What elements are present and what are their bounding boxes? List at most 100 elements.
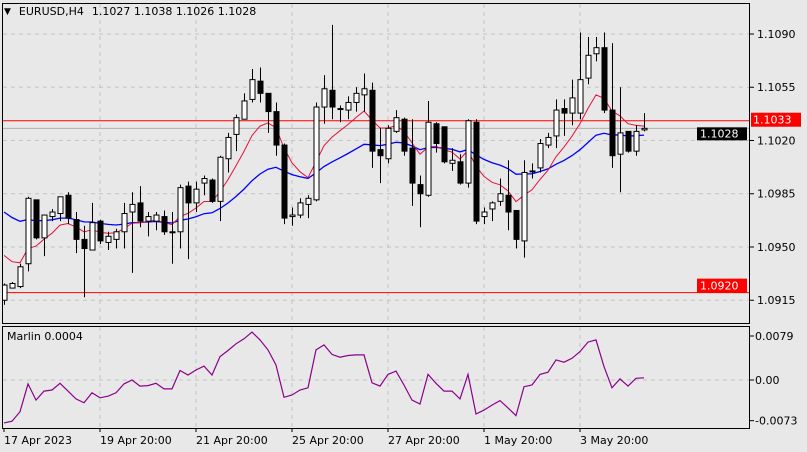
bear-candle <box>97 219 104 244</box>
candle-body <box>121 213 128 233</box>
bull-candle <box>449 148 456 171</box>
candle-body <box>313 106 320 201</box>
bear-candle <box>33 199 40 240</box>
candle-body <box>89 222 96 251</box>
candle-body <box>433 123 440 145</box>
ohlc-readout: 1.1027 1.1038 1.1026 1.1028 <box>91 5 257 18</box>
candle-body <box>265 92 272 113</box>
candle-body <box>361 88 368 96</box>
bull-candle <box>569 79 576 126</box>
candle-body <box>489 202 496 210</box>
y-tick-label: 1.0985 <box>757 188 796 201</box>
candle-body <box>105 235 112 243</box>
bull-candle <box>385 125 392 164</box>
bull-candle <box>393 110 400 133</box>
level-price-tag <box>751 112 801 127</box>
candle-body <box>465 120 472 184</box>
bull-candle <box>337 105 344 123</box>
bear-candle <box>473 119 480 225</box>
bull-candle <box>305 195 312 219</box>
bull-candle <box>481 207 488 225</box>
bull-candle <box>585 37 592 85</box>
bull-candle <box>353 87 360 112</box>
candle-body <box>401 118 408 152</box>
candle-body <box>177 187 184 233</box>
bull-candle <box>121 202 128 249</box>
y-tick-label: 1.0915 <box>757 294 796 307</box>
candle-body <box>369 89 376 152</box>
candle-body <box>449 159 456 164</box>
bull-candle <box>289 207 296 226</box>
bull-candle <box>3 283 8 305</box>
indicator-tick-label: 0.0079 <box>755 330 794 343</box>
bull-candle <box>297 198 304 219</box>
bear-candle <box>65 192 72 225</box>
bear-candle <box>433 122 440 153</box>
candle-body <box>521 171 528 242</box>
bull-candle <box>537 138 544 173</box>
candle-body <box>545 136 552 146</box>
bull-candle <box>633 125 640 156</box>
candle-body <box>153 214 160 222</box>
candle-body <box>353 92 360 103</box>
bear-candle <box>409 119 416 206</box>
bull-candle <box>57 196 64 222</box>
bear-candle <box>281 143 288 225</box>
bull-candle <box>521 160 528 258</box>
bear-candle <box>137 186 144 228</box>
bull-candle <box>529 163 536 179</box>
bear-candle <box>73 212 80 254</box>
bull-candle <box>577 32 584 120</box>
candle-body <box>297 202 304 216</box>
candle-body <box>249 79 256 100</box>
x-tick-label: 3 May 20:00 <box>580 434 648 447</box>
bull-candle <box>193 181 200 213</box>
candle-body <box>497 193 504 202</box>
chart-header: ▼ EURUSD,H4 1.1027 1.1038 1.1026 1.1028 <box>4 5 256 18</box>
candle-body <box>81 238 88 250</box>
bear-candle <box>505 160 512 231</box>
bull-candle <box>217 155 224 222</box>
x-tick-label: 27 Apr 20:00 <box>388 434 460 447</box>
candle-body <box>17 266 24 288</box>
candle-body <box>225 136 232 160</box>
bull-candle <box>617 87 624 193</box>
main-chart-frame <box>2 3 750 324</box>
candle-body <box>425 121 432 196</box>
bull-candle <box>49 208 56 222</box>
candle-body <box>513 209 520 240</box>
bear-candle <box>625 130 632 153</box>
bear-candle <box>369 82 376 168</box>
bull-candle <box>545 132 552 149</box>
candle-body <box>241 100 248 120</box>
candle-body <box>329 89 336 108</box>
current-price-tag <box>697 127 747 141</box>
candle-body <box>145 216 152 222</box>
bear-candle <box>81 225 88 298</box>
candle-body <box>169 231 176 234</box>
bull-candle <box>489 201 496 222</box>
collapse-triangle-icon[interactable]: ▼ <box>4 6 11 17</box>
bear-candle <box>265 92 272 133</box>
candle-body <box>641 127 648 131</box>
candle-body <box>3 284 8 301</box>
current-price-label: 1.1028 <box>700 127 739 140</box>
bull-candle <box>153 212 160 231</box>
candle-body <box>185 185 192 204</box>
candle-body <box>409 147 416 184</box>
bull-candle <box>41 214 48 257</box>
bear-candle <box>513 209 520 249</box>
candle-body <box>593 47 600 55</box>
candle-body <box>65 194 72 219</box>
bull-candle <box>17 263 24 289</box>
candle-body <box>481 211 488 218</box>
candle-body <box>57 196 64 215</box>
candle-body <box>585 54 592 79</box>
candles <box>3 24 648 305</box>
candle-body <box>281 144 288 219</box>
moving-averages <box>3 94 645 264</box>
bear-candle <box>401 117 408 156</box>
bull-candle <box>129 192 136 273</box>
bear-candle <box>601 32 608 114</box>
marlin-indicator <box>3 331 645 424</box>
